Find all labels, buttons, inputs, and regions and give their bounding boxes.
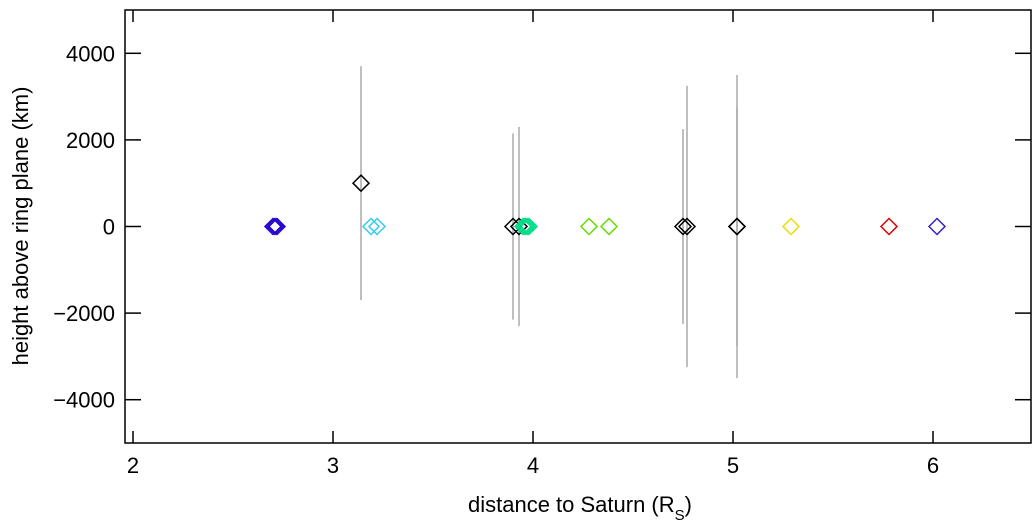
point [579,217,599,236]
plot-frame [124,9,1032,444]
x-axis-label: distance to Saturn (RS) [468,492,692,524]
point [727,217,747,236]
point [513,217,533,236]
x-tick-label: 3 [327,453,339,478]
point [927,217,947,236]
point [517,217,537,236]
y-tick-label: 2000 [66,128,115,153]
x-label-main: distance to Saturn (R [468,492,675,517]
point [361,217,381,236]
point [515,217,535,236]
point [367,217,387,236]
y-tick-label: 4000 [66,41,115,66]
point [677,217,697,236]
y-tick-label: −4000 [53,388,115,413]
point [673,217,693,236]
x-label-end: ) [685,492,692,517]
point [519,217,539,236]
point [265,217,285,236]
y-axis-label: height above ring plane (km) [8,87,33,366]
x-tick-label: 2 [127,453,139,478]
y-tick-label: 0 [103,215,115,240]
x-label-sub: S [675,507,685,524]
point [781,217,801,236]
point [263,217,283,236]
x-tick-label: 6 [927,453,939,478]
point [351,174,371,193]
x-tick-label: 4 [527,453,539,478]
point [879,217,899,236]
point [267,217,287,236]
point [599,217,619,236]
y-tick-label: −2000 [53,301,115,326]
x-tick-label: 5 [727,453,739,478]
